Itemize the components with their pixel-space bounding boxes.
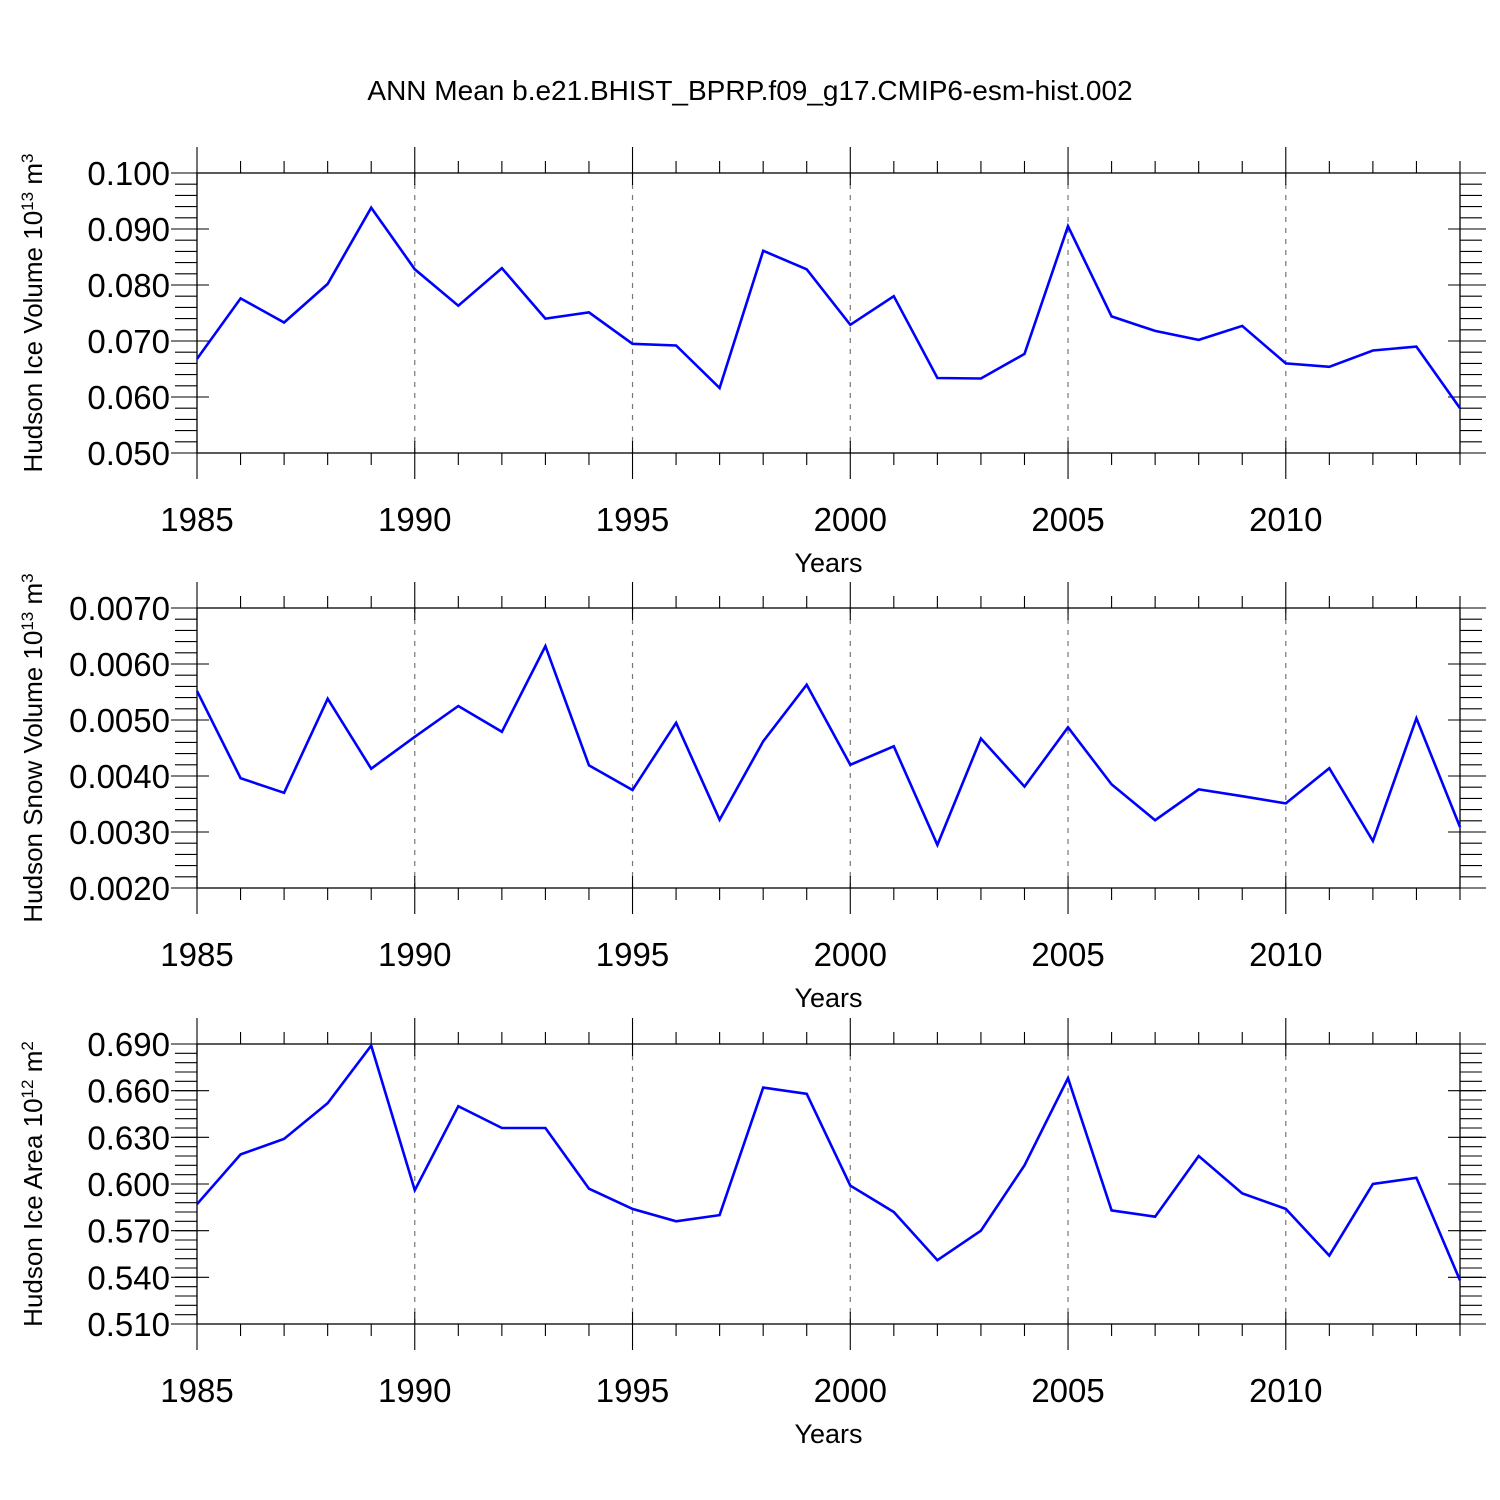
chart-panel-3: 0.510 0.540 0.570 0.600 0.630 0.660 0.690 1985 1… — [18, 1018, 1486, 1449]
x-tick-label: 2000 — [814, 501, 887, 538]
y-axis-title-text: m — [18, 583, 48, 612]
y-axis-title-text: m — [18, 163, 48, 192]
y-tick-label: 0.0050 — [69, 702, 170, 739]
x-tick-label: 1995 — [596, 1372, 669, 1409]
x-tick-label: 2010 — [1249, 501, 1322, 538]
plot-frame — [196, 607, 1461, 889]
plot-frame — [196, 172, 1461, 454]
x-tick-label: 2005 — [1031, 936, 1104, 973]
y-tick-label: 0.660 — [87, 1073, 170, 1110]
y-axis-title-superscript: 3 — [18, 154, 37, 163]
y-axis-title-superscript: 13 — [18, 192, 37, 211]
x-tick-label: 1995 — [596, 501, 669, 538]
chart-panel-2: 0.0020 0.0030 0.0040 0.0050 0.0060 0.0070 1985… — [18, 573, 1486, 1013]
y-axis-title: Hudson Snow Volume 1013 m3 — [18, 573, 49, 922]
x-tick-label: 1985 — [160, 936, 233, 973]
y-axis-title: Hudson Ice Volume 1013 m3 — [18, 154, 49, 473]
y-tick-label: 0.070 — [87, 323, 170, 360]
y-tick-label: 0.0040 — [69, 758, 170, 795]
y-axis-title-superscript: 2 — [18, 1041, 37, 1050]
x-axis-title: Years — [794, 1419, 862, 1449]
y-axis-title: Hudson Ice Area 1012 m2 — [18, 1041, 49, 1327]
y-tick-label: 0.0060 — [69, 646, 170, 683]
y-axis-title-text: Hudson Ice Volume 10 — [18, 211, 48, 473]
y-tick-label: 0.510 — [87, 1306, 170, 1343]
y-tick-label: 0.100 — [87, 155, 170, 192]
x-axis-title: Years — [794, 983, 862, 1013]
y-tick-label: 0.0070 — [69, 590, 170, 627]
y-axis-title-text: Hudson Ice Area 10 — [18, 1098, 48, 1326]
x-tick-label: 1990 — [378, 936, 451, 973]
x-tick-label: 1985 — [160, 1372, 233, 1409]
y-tick-label: 0.060 — [87, 379, 170, 416]
x-tick-label: 2010 — [1249, 936, 1322, 973]
y-tick-label: 0.080 — [87, 267, 170, 304]
y-axis-title-superscript: 3 — [18, 573, 37, 582]
y-axis-title-superscript: 12 — [18, 1080, 37, 1099]
y-tick-label: 0.090 — [87, 211, 170, 248]
x-tick-label: 2005 — [1031, 1372, 1104, 1409]
series-line-1 — [196, 1042, 1462, 1281]
x-tick-label: 2000 — [814, 1372, 887, 1409]
y-tick-label: 0.630 — [87, 1119, 170, 1156]
y-axis-title-text: Hudson Snow Volume 10 — [18, 631, 48, 923]
x-tick-label: 1990 — [378, 501, 451, 538]
y-tick-label: 0.690 — [87, 1026, 170, 1063]
plot-frame — [196, 1043, 1461, 1325]
series-line-1 — [195, 205, 1462, 409]
y-tick-label: 0.600 — [87, 1166, 170, 1203]
x-tick-label: 1990 — [378, 1372, 451, 1409]
x-tick-label: 2010 — [1249, 1372, 1322, 1409]
x-tick-label: 1995 — [596, 936, 669, 973]
x-axis-title: Years — [794, 548, 862, 578]
y-axis-title-superscript: 13 — [18, 612, 37, 631]
y-axis-title-text: m — [18, 1051, 48, 1080]
y-tick-label: 0.050 — [87, 435, 170, 472]
x-tick-label: 1985 — [160, 501, 233, 538]
y-tick-label: 0.0030 — [69, 814, 170, 851]
y-tick-label: 0.570 — [87, 1213, 170, 1250]
x-tick-label: 2000 — [814, 936, 887, 973]
y-tick-label: 0.540 — [87, 1259, 170, 1296]
chart-panel-1: 0.050 0.060 0.070 0.080 0.090 0.100 1985 1990 19… — [18, 147, 1486, 578]
figure-title: ANN Mean b.e21.BHIST_BPRP.f09_g17.CMIP6-… — [367, 75, 1132, 106]
x-tick-label: 2005 — [1031, 501, 1104, 538]
series-line-1 — [195, 642, 1462, 849]
y-tick-label: 0.0020 — [69, 870, 170, 907]
